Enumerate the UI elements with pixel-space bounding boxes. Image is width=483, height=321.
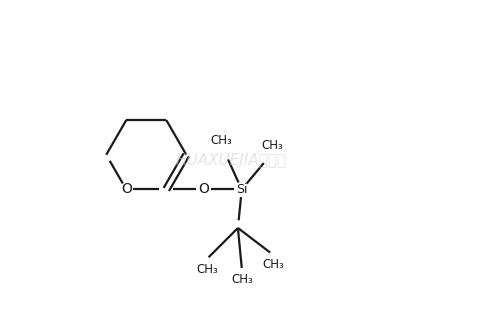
Text: O: O bbox=[198, 182, 209, 196]
Text: Si: Si bbox=[236, 183, 247, 196]
Text: HUAXUEJIA化学加: HUAXUEJIA化学加 bbox=[175, 153, 286, 169]
Text: CH₃: CH₃ bbox=[211, 134, 233, 147]
Text: CH₃: CH₃ bbox=[196, 263, 218, 276]
Text: CH₃: CH₃ bbox=[261, 139, 283, 152]
Text: CH₃: CH₃ bbox=[231, 273, 253, 286]
Text: CH₃: CH₃ bbox=[262, 258, 284, 271]
Text: O: O bbox=[121, 182, 132, 196]
